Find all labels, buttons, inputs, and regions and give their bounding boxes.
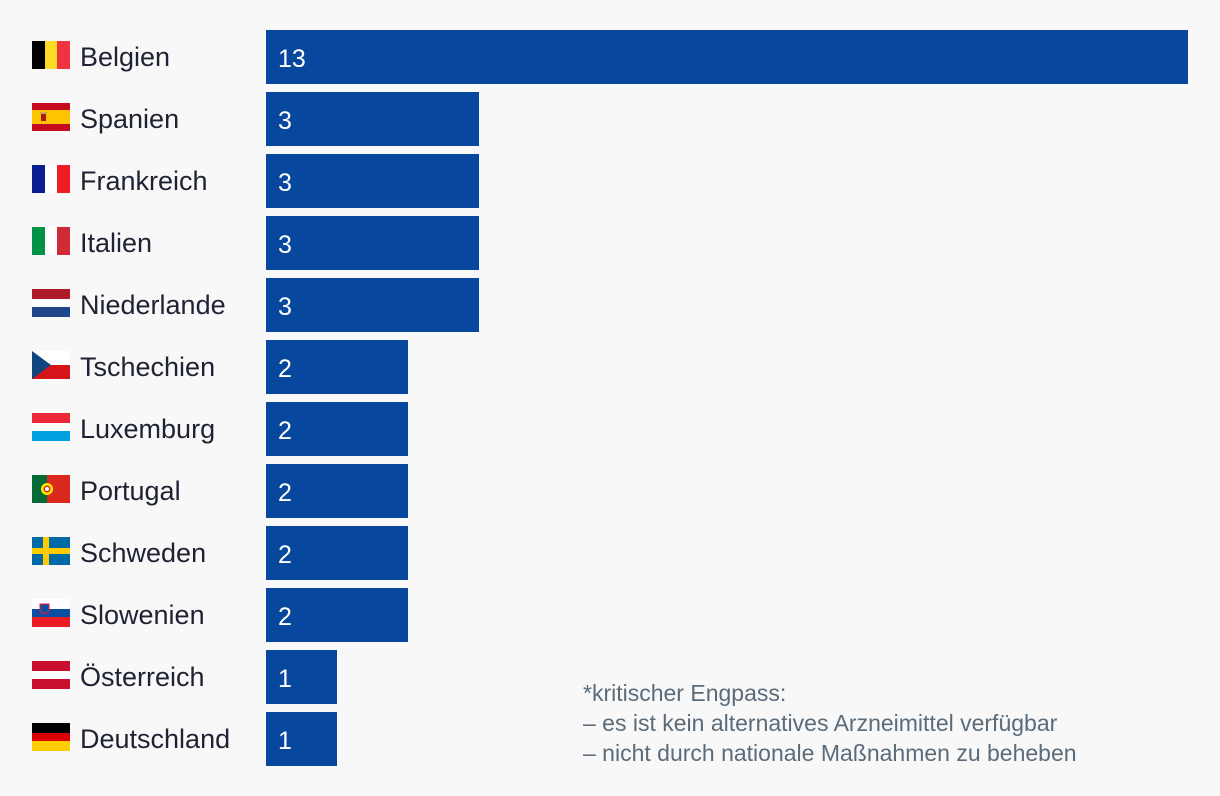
bar: 1 — [266, 650, 337, 704]
bar-value-label: 2 — [278, 541, 292, 569]
footnote: *kritischer Engpass: – es ist kein alter… — [583, 678, 1203, 768]
bar: 2 — [266, 340, 408, 394]
country-label: Slowenien — [80, 600, 205, 630]
bar: 2 — [266, 464, 408, 518]
chart-row: Frankreich 3 — [0, 154, 1220, 208]
czechia-flag-icon — [32, 351, 70, 379]
italy-flag-icon — [32, 227, 70, 255]
chart-row: Slowenien 2 — [0, 588, 1220, 642]
country-label: Italien — [80, 228, 153, 258]
sweden-flag-icon — [32, 537, 70, 565]
chart-row: Niederlande 3 — [0, 278, 1220, 332]
chart-row: Tschechien 2 — [0, 340, 1220, 394]
slovenia-flag-icon — [32, 599, 70, 627]
bar: 1 — [266, 712, 337, 766]
chart-row: Schweden 2 — [0, 526, 1220, 580]
chart-row: Österreich 1 — [0, 650, 1220, 704]
country-label: Frankreich — [80, 166, 208, 196]
country-label: Österreich — [80, 662, 205, 692]
country-label: Portugal — [80, 476, 181, 506]
country-label: Niederlande — [80, 290, 226, 320]
footnote-title: *kritischer Engpass: — [583, 680, 787, 706]
chart-row: Italien 3 — [0, 216, 1220, 270]
france-flag-icon — [32, 165, 70, 193]
country-label: Schweden — [80, 538, 207, 568]
germany-flag-icon — [32, 723, 70, 751]
bar-value-label: 3 — [278, 107, 292, 135]
bar: 2 — [266, 588, 408, 642]
bar: 2 — [266, 526, 408, 580]
bar-value-label: 2 — [278, 603, 292, 631]
footnote-line-2: – nicht durch nationale Maßnahmen zu beh… — [583, 740, 1077, 766]
chart-row: Belgien 13 — [0, 30, 1220, 84]
country-label: Spanien — [80, 104, 180, 134]
bar: 3 — [266, 216, 479, 270]
country-label: Luxemburg — [80, 414, 216, 444]
bar-value-label: 13 — [278, 45, 306, 73]
belgium-flag-icon — [32, 41, 70, 69]
bar: 3 — [266, 154, 479, 208]
footnote-line-1: – es ist kein alternatives Arzneimittel … — [583, 710, 1058, 736]
luxembourg-flag-icon — [32, 413, 70, 441]
chart-row: Spanien 3 — [0, 92, 1220, 146]
portugal-flag-icon — [32, 475, 70, 503]
bar-value-label: 3 — [278, 293, 292, 321]
country-label: Deutschland — [80, 724, 231, 754]
chart-row: Portugal 2 — [0, 464, 1220, 518]
bar: 3 — [266, 278, 479, 332]
bar: 13 — [266, 30, 1188, 84]
bar-value-label: 3 — [278, 169, 292, 197]
bar-value-label: 1 — [278, 665, 292, 693]
bar-value-label: 2 — [278, 479, 292, 507]
bar-value-label: 2 — [278, 417, 292, 445]
country-label: Belgien — [80, 42, 171, 72]
bar: 3 — [266, 92, 479, 146]
bar-value-label: 1 — [278, 727, 292, 755]
spain-flag-icon — [32, 103, 70, 131]
country-label: Tschechien — [80, 352, 216, 382]
austria-flag-icon — [32, 661, 70, 689]
chart-row: Deutschland 1 — [0, 712, 1220, 766]
bar-value-label: 3 — [278, 231, 292, 259]
bar-value-label: 2 — [278, 355, 292, 383]
netherlands-flag-icon — [32, 289, 70, 317]
bar: 2 — [266, 402, 408, 456]
chart-row: Luxemburg 2 — [0, 402, 1220, 456]
